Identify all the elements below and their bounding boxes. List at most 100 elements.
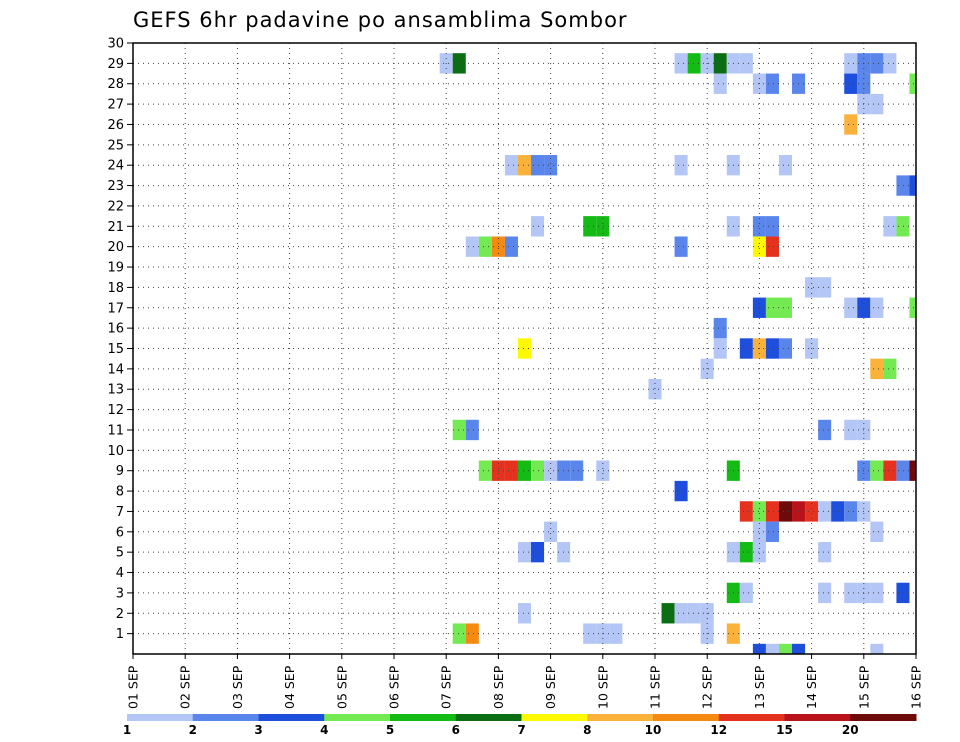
heatmap-cell [517, 460, 532, 481]
heatmap-cell [674, 53, 688, 74]
heatmap-cell [831, 501, 845, 522]
y-tick-label: 11 [107, 423, 124, 438]
heatmap-cell [870, 521, 884, 542]
heatmap-cell [792, 643, 806, 654]
heatmap-cell [517, 541, 532, 563]
y-tick-label: 24 [107, 159, 124, 174]
heatmap-cell [844, 297, 858, 318]
heatmap-cell [465, 623, 479, 644]
y-tick-label: 5 [116, 546, 124, 561]
y-tick-label: 22 [107, 199, 124, 214]
x-tick-label: 12 SEP [700, 665, 715, 709]
heatmap-cell [778, 155, 793, 176]
colorbar-label: 5 [386, 723, 394, 737]
heatmap-cell [544, 521, 558, 542]
y-tick-label: 7 [116, 505, 124, 520]
y-tick-label: 17 [107, 301, 124, 316]
colorbar-swatch [455, 714, 522, 721]
heatmap-cell [752, 541, 766, 563]
heatmap-cells [439, 53, 916, 654]
y-tick-label: 19 [107, 261, 124, 276]
heatmap-cell [687, 53, 701, 74]
y-tick-label: 18 [107, 281, 124, 296]
heatmap-cell [517, 155, 532, 176]
heatmap-cell [778, 297, 793, 318]
y-tick-label: 29 [107, 57, 124, 72]
colorbar-swatch [784, 714, 851, 721]
y-tick-label: 13 [107, 383, 124, 398]
x-tick-label: 06 SEP [387, 665, 402, 709]
x-axis: 01 SEP 02 SEP 03 SEP 04 SEP 05 SEP 06 SEP 07 S… [126, 654, 924, 709]
heatmap-cell [465, 419, 479, 441]
heatmap-cell [583, 623, 597, 644]
heatmap-cell [544, 460, 558, 481]
y-tick-label: 1 [116, 627, 124, 642]
heatmap-cell [687, 603, 701, 624]
heatmap-cell [844, 501, 858, 522]
heatmap-cell [896, 216, 910, 237]
heatmap-cell [752, 521, 766, 542]
x-tick-label: 07 SEP [439, 665, 454, 709]
x-tick-label: 03 SEP [230, 665, 245, 709]
y-tick-label: 26 [107, 118, 124, 133]
y-tick-label: 6 [116, 525, 124, 540]
colorbar-swatch [258, 714, 325, 721]
heatmap-cell [870, 93, 884, 115]
heatmap-cell [517, 338, 532, 359]
x-tick-label: 08 SEP [491, 665, 506, 709]
heatmap-cell [765, 521, 779, 542]
colorbar-swatch [850, 714, 917, 721]
heatmap-cell [805, 501, 819, 522]
y-tick-label: 8 [116, 485, 124, 500]
y-tick-label: 4 [116, 566, 124, 581]
x-tick-label: 11 SEP [648, 665, 663, 709]
y-tick-label: 15 [107, 342, 124, 357]
heatmap-cell [504, 155, 518, 176]
colorbar-label: 2 [189, 723, 197, 737]
x-tick-label: 13 SEP [752, 665, 767, 709]
y-tick-label: 25 [107, 138, 124, 153]
colorbar-swatch [324, 714, 391, 721]
heatmap-cell [883, 358, 897, 380]
heatmap-cell [883, 216, 897, 237]
heatmap-cell [896, 460, 910, 481]
heatmap-cell [674, 155, 688, 176]
heatmap-cell [739, 541, 753, 563]
heatmap-cell [674, 236, 688, 257]
heatmap-cell [909, 175, 916, 196]
colorbar-label: 10 [645, 723, 662, 737]
heatmap-cell [765, 297, 779, 318]
colorbar-label: 1 [123, 723, 131, 737]
heatmap-cell [739, 53, 753, 74]
heatmap-cell [465, 236, 479, 257]
heatmap-cell [452, 623, 466, 644]
heatmap-cell [504, 236, 518, 257]
heatmap-cell [531, 460, 545, 481]
heatmap-cell [752, 501, 766, 522]
heatmap-cell [596, 460, 610, 481]
heatmap-cell [544, 155, 558, 176]
heatmap-cell [583, 216, 597, 237]
heatmap-cell [883, 460, 897, 481]
heatmap-cell [818, 419, 832, 441]
heatmap-cell [478, 236, 492, 257]
colorbar-label: 15 [776, 723, 793, 737]
heatmap-cell [531, 155, 545, 176]
heatmap-cell [478, 460, 492, 481]
heatmap-cell [778, 501, 793, 522]
heatmap-cell [765, 73, 779, 94]
heatmap-cell [870, 358, 884, 380]
heatmap-cell [844, 419, 858, 441]
heatmap-cell [713, 73, 727, 94]
x-tick-label: 16 SEP [909, 665, 924, 709]
y-tick-label: 27 [107, 98, 124, 113]
heatmap-cell [713, 338, 727, 359]
heatmap-cell [752, 236, 766, 257]
heatmap-cell [531, 541, 545, 563]
colorbar-label: 20 [842, 723, 859, 737]
y-tick-label: 21 [107, 220, 124, 235]
colorbar-label: 7 [517, 723, 525, 737]
heatmap-cell [818, 582, 832, 604]
heatmap-cell [844, 73, 858, 94]
heatmap-cell [765, 216, 779, 237]
